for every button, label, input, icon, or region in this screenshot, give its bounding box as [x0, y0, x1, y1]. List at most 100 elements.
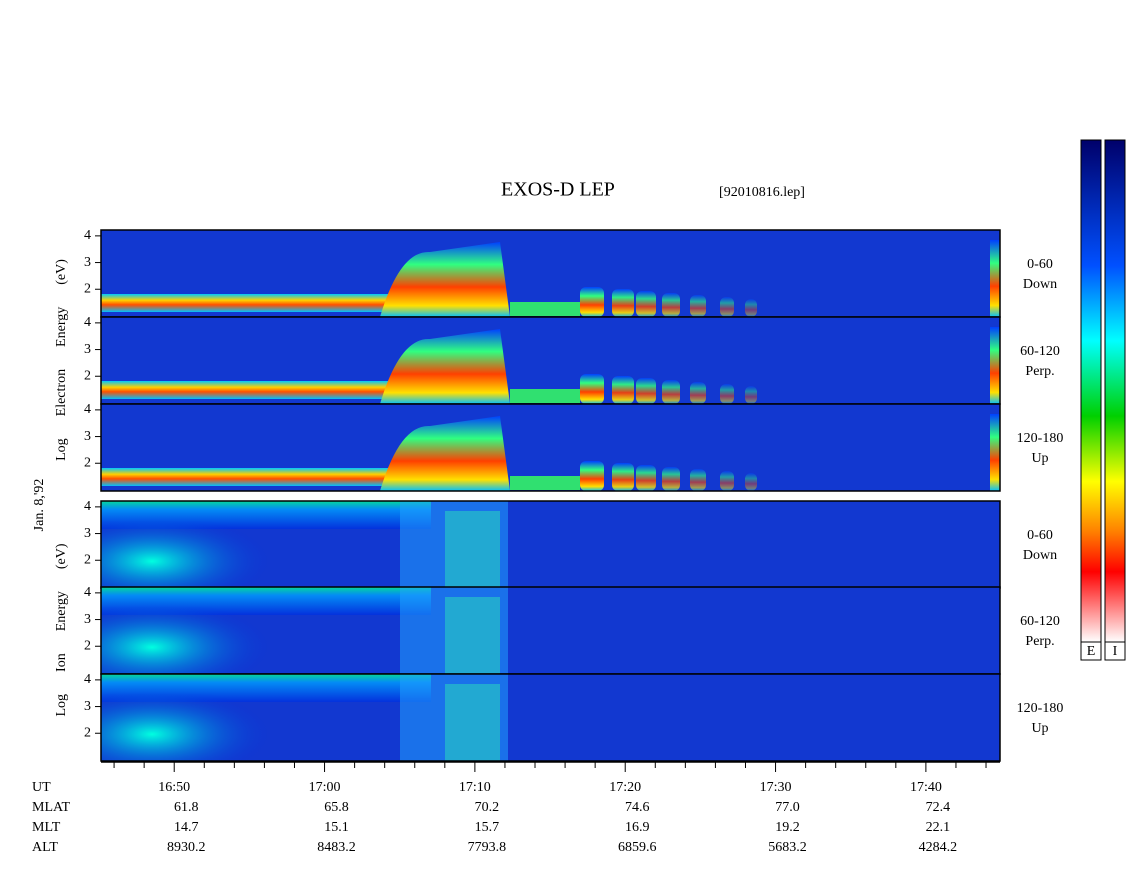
y-tick-label: 3 — [84, 612, 91, 627]
date-label: Jan. 8,'92 — [32, 479, 47, 532]
panel-frame — [100, 673, 1001, 762]
ion-blob — [101, 521, 271, 588]
chart-subtitle: [92010816.lep] — [719, 185, 805, 200]
electron-bump — [745, 473, 757, 491]
y-tick-label: 2 — [84, 552, 91, 567]
electron-bump — [580, 374, 604, 404]
y-axis-label-word: (eV) — [54, 543, 69, 569]
spectrogram — [101, 414, 1000, 491]
electron-bump — [662, 293, 680, 317]
edge-burst — [990, 414, 1000, 491]
colorbar — [1080, 139, 1102, 643]
plot-area: 2 3 4 0-60 Down 2 3 4 60-120 Perp. 2 3 4 120-180 Up 2 3 4… — [32, 139, 1126, 855]
orbit-row-name: MLAT — [32, 800, 71, 815]
orbit-value: 15.7 — [475, 820, 500, 835]
electron-burst — [380, 329, 510, 404]
spectrogram — [101, 674, 508, 761]
electron-bump — [720, 471, 734, 491]
y-axis-label-word: Ion — [54, 653, 69, 672]
panel-frame — [100, 403, 1001, 492]
panel-angle: 120-180 — [1017, 701, 1064, 716]
y-axis-label-word: Log — [54, 694, 69, 717]
orbit-value: 4284.2 — [919, 840, 958, 855]
panel-direction: Up — [1031, 451, 1048, 466]
electron-bump — [612, 376, 634, 404]
ion-burst — [400, 674, 508, 761]
electron-bump — [612, 463, 634, 491]
orbit-value: 74.6 — [625, 800, 650, 815]
panel-angle: 0-60 — [1027, 257, 1053, 272]
y-tick-label: 4 — [84, 228, 91, 243]
panel-direction: Down — [1023, 277, 1057, 292]
y-tick-label: 2 — [84, 725, 91, 740]
orbit-value: 19.2 — [775, 820, 800, 835]
electron-burst — [380, 416, 510, 491]
y-tick-label: 2 — [84, 281, 91, 296]
y-tick-label: 2 — [84, 455, 91, 470]
y-tick-label: 4 — [84, 499, 91, 514]
electron-bump — [636, 465, 656, 491]
electron-bump — [690, 295, 706, 317]
electron-bump — [720, 297, 734, 317]
colorbar-label-box — [1104, 641, 1126, 661]
y-tick-label: 4 — [84, 315, 91, 330]
x-tick-label: 16:50 — [158, 780, 190, 795]
x-tick-label: 17:30 — [760, 780, 792, 795]
electron-tail — [510, 389, 580, 403]
spectrogram — [101, 240, 1000, 317]
orbit-row-name: UT — [32, 780, 51, 795]
ion-burst-core — [445, 597, 500, 674]
ion-burst-core — [445, 511, 500, 588]
orbit-value: 15.1 — [324, 820, 349, 835]
electron-band — [101, 468, 401, 486]
electron-burst — [380, 242, 510, 317]
ion-blob — [101, 694, 271, 761]
electron-bump — [580, 287, 604, 317]
ion-burst-core — [445, 684, 500, 761]
electron-tail — [510, 476, 580, 490]
panel-angle: 60-120 — [1020, 344, 1060, 359]
panel-angle: 60-120 — [1020, 614, 1060, 629]
orbit-value: 22.1 — [926, 820, 951, 835]
panel-angle: 0-60 — [1027, 528, 1053, 543]
y-axis-label: Log Ion Energy (eV) — [54, 543, 69, 716]
orbit-value: 7793.8 — [468, 840, 507, 855]
electron-band — [101, 294, 401, 312]
y-tick-label: 3 — [84, 699, 91, 714]
y-axis-label-word: Electron — [54, 369, 69, 416]
electron-bump — [745, 386, 757, 404]
orbit-value: 61.8 — [174, 800, 199, 815]
ion-burst — [400, 587, 508, 674]
x-tick-label: 17:20 — [609, 780, 641, 795]
edge-burst — [990, 327, 1000, 404]
electron-bump — [745, 299, 757, 317]
y-tick-label: 3 — [84, 342, 91, 357]
electron-bump — [636, 291, 656, 317]
orbit-value: 65.8 — [324, 800, 349, 815]
spectrogram — [101, 587, 508, 674]
x-tick-label: 17:10 — [459, 780, 491, 795]
panel-direction: Up — [1031, 721, 1048, 736]
panel-direction: Down — [1023, 548, 1057, 563]
y-tick-label: 3 — [84, 429, 91, 444]
ion-burst — [400, 501, 508, 588]
y-tick-label: 4 — [84, 672, 91, 687]
spectrogram — [101, 501, 508, 588]
y-axis-label-word: (eV) — [54, 259, 69, 285]
electron-tail — [510, 302, 580, 316]
electron-bump — [662, 380, 680, 404]
y-axis-label-word: Energy — [54, 307, 69, 347]
y-tick-label: 4 — [84, 402, 91, 417]
x-tick-label: 17:00 — [309, 780, 341, 795]
orbit-value: 72.4 — [926, 800, 951, 815]
orbit-value: 70.2 — [475, 800, 500, 815]
orbit-value: 6859.6 — [618, 840, 657, 855]
orbit-value: 14.7 — [174, 820, 199, 835]
electron-bump — [636, 378, 656, 404]
electron-bump — [580, 461, 604, 491]
electron-bump — [720, 384, 734, 404]
electron-band — [101, 381, 401, 399]
colorbar — [1104, 139, 1126, 643]
electron-bump — [690, 469, 706, 491]
